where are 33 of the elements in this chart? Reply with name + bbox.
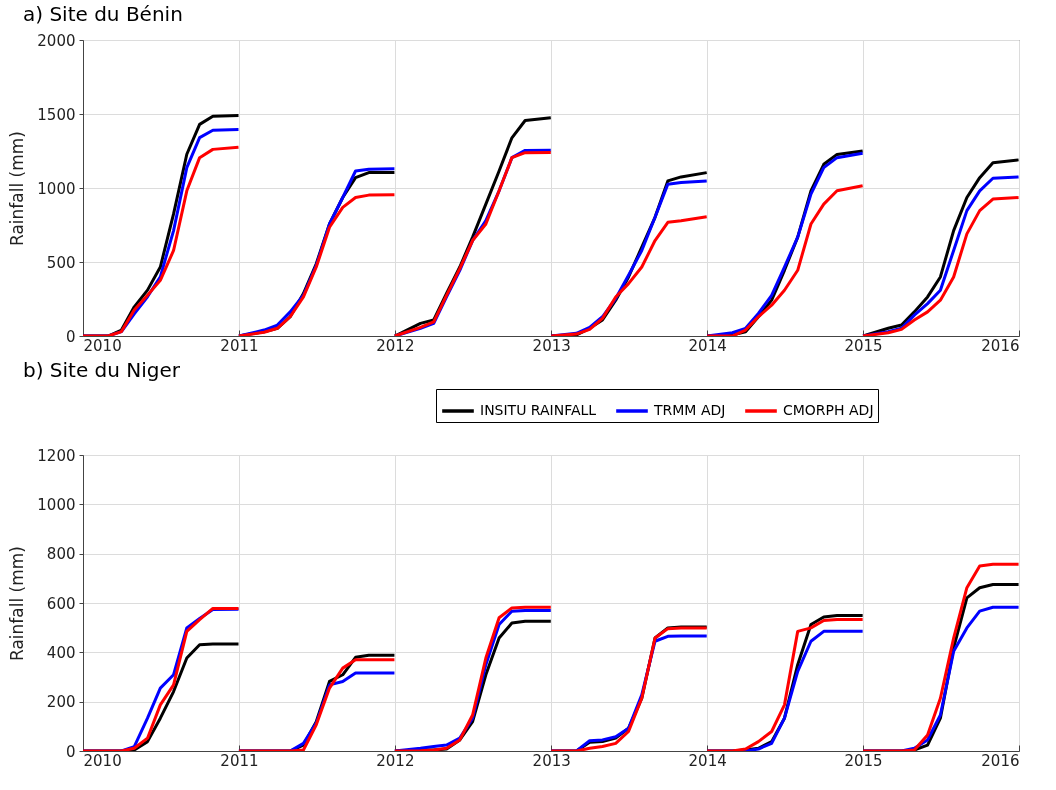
x-tick-label: 2016 [981, 751, 1020, 770]
y-tick-label: 0 [65, 327, 76, 346]
x-tick-label: 2015 [844, 751, 883, 770]
x-tick-label: 2013 [532, 336, 571, 355]
x-tick-label: 2011 [220, 751, 259, 770]
legend-label: CMORPH ADJ [783, 402, 874, 418]
chart-title: b) Site du Niger [23, 357, 181, 382]
x-tick-label: 2011 [220, 336, 259, 355]
y-tick-label: 600 [46, 594, 76, 613]
y-axis-title: Rainfall (mm) [7, 546, 28, 661]
y-tick-label: 800 [46, 545, 76, 564]
x-tick-label: 2014 [688, 751, 727, 770]
y-tick-label: 1500 [37, 105, 76, 124]
x-tick-label: 2010 [83, 751, 122, 770]
y-tick-label: 400 [46, 643, 76, 662]
y-tick-label: 1000 [37, 495, 76, 514]
x-tick-label: 2015 [844, 336, 883, 355]
y-tick-label: 0 [65, 742, 76, 761]
y-tick-label: 500 [46, 253, 76, 272]
legend-label: TRMM ADJ [653, 402, 726, 418]
x-tick-label: 2013 [532, 751, 571, 770]
y-tick-label: 1200 [37, 446, 76, 465]
legend-label: INSITU RAINFALL [480, 402, 597, 418]
x-tick-label: 2012 [376, 751, 415, 770]
y-tick-label: 1000 [37, 179, 76, 198]
x-tick-label: 2012 [376, 336, 415, 355]
y-tick-label: 2000 [37, 31, 76, 50]
x-tick-label: 2014 [688, 336, 727, 355]
chart-title: a) Site du Bénin [23, 2, 183, 26]
x-tick-label: 2016 [981, 336, 1020, 355]
x-tick-label: 2010 [83, 336, 122, 355]
y-tick-label: 200 [46, 693, 76, 712]
y-axis-title: Rainfall (mm) [7, 131, 28, 246]
